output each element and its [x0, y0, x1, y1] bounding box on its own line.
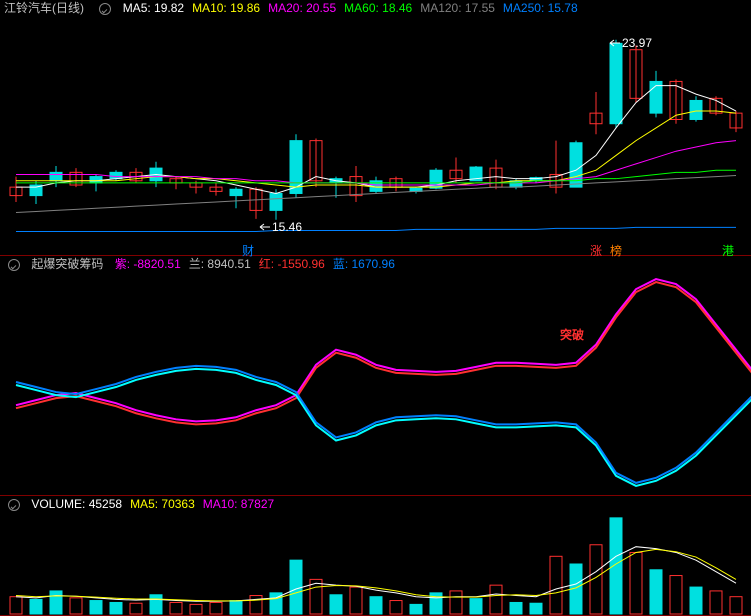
volume-panel: VOLUME: 45258 MA5: 70363 MA10: 87827: [0, 496, 751, 616]
svg-text:15.46: 15.46: [272, 220, 302, 234]
header-value: MA120: 17.55: [420, 1, 495, 15]
header-value: 红: -1550.96: [259, 257, 325, 271]
check-icon: [8, 499, 20, 511]
check-icon: [99, 3, 111, 15]
header-value: MA10: 87827: [203, 497, 274, 511]
volume-chart[interactable]: [0, 496, 751, 616]
header-value: 蓝: 1670.96: [333, 257, 395, 271]
breakout-label: 突破: [558, 326, 586, 343]
volume-header: VOLUME: 45258 MA5: 70363 MA10: 87827: [4, 496, 290, 512]
svg-text:23.97: 23.97: [622, 36, 652, 50]
indicator-header: 起爆突破筹码 紫: -8820.51 兰: 8940.51 红: -1550.96 蓝…: [4, 256, 411, 272]
header-value: 兰: 8940.51: [189, 257, 251, 271]
header-value: 紫: -8820.51: [115, 257, 181, 271]
header-value: VOLUME: 45258: [31, 497, 122, 511]
stock-title: 江铃汽车(日线): [4, 1, 84, 15]
header-value: MA20: 20.55: [268, 1, 336, 15]
indicator-chart[interactable]: [0, 256, 751, 496]
indicator-panel: 起爆突破筹码 紫: -8820.51 兰: 8940.51 红: -1550.96 蓝…: [0, 256, 751, 496]
candle-header: 江铃汽车(日线) MA5: 19.82 MA10: 19.86 MA20: 20.5…: [4, 0, 594, 16]
header-value: MA10: 19.86: [192, 1, 260, 15]
indicator-title: 起爆突破筹码: [31, 257, 103, 271]
header-value: MA60: 18.46: [344, 1, 412, 15]
header-value: MA5: 19.82: [123, 1, 184, 15]
check-icon: [8, 259, 20, 271]
candle-chart[interactable]: 23.97 15.46: [0, 0, 751, 256]
header-value: MA5: 70363: [130, 497, 195, 511]
header-value: MA250: 15.78: [503, 1, 578, 15]
candle-panel: 江铃汽车(日线) MA5: 19.82 MA10: 19.86 MA20: 20.5…: [0, 0, 751, 256]
